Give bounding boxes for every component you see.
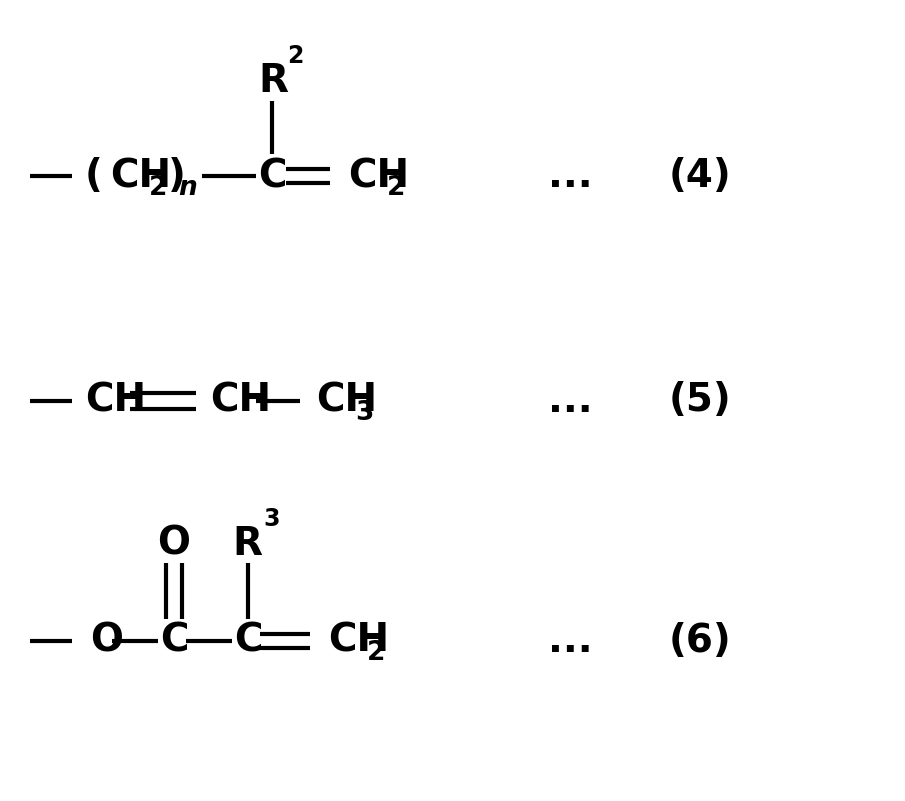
Text: CH: CH bbox=[328, 622, 389, 660]
Text: (4): (4) bbox=[669, 157, 731, 195]
Text: CH: CH bbox=[210, 381, 272, 420]
Text: ...: ... bbox=[548, 381, 592, 420]
Text: ...: ... bbox=[548, 157, 592, 195]
Text: C: C bbox=[258, 157, 286, 195]
Text: CH: CH bbox=[85, 381, 146, 420]
Text: 2: 2 bbox=[148, 175, 167, 201]
Text: 2: 2 bbox=[386, 175, 405, 201]
Text: R: R bbox=[232, 525, 262, 563]
Text: (6): (6) bbox=[669, 622, 731, 660]
Text: (: ( bbox=[85, 157, 103, 195]
Text: ...: ... bbox=[548, 622, 592, 660]
Text: 3: 3 bbox=[355, 400, 373, 425]
Text: CH: CH bbox=[348, 157, 409, 195]
Text: C: C bbox=[233, 622, 262, 660]
Text: n: n bbox=[178, 175, 197, 201]
Text: C: C bbox=[160, 622, 188, 660]
Text: O: O bbox=[157, 525, 190, 563]
Text: 2: 2 bbox=[287, 44, 303, 68]
Text: 2: 2 bbox=[367, 640, 386, 666]
Text: CH: CH bbox=[110, 157, 171, 195]
Text: CH: CH bbox=[316, 381, 377, 420]
Text: (5): (5) bbox=[669, 381, 731, 420]
Text: O: O bbox=[90, 622, 123, 660]
Text: ): ) bbox=[168, 157, 186, 195]
Text: 3: 3 bbox=[263, 507, 281, 531]
Text: R: R bbox=[258, 62, 288, 100]
